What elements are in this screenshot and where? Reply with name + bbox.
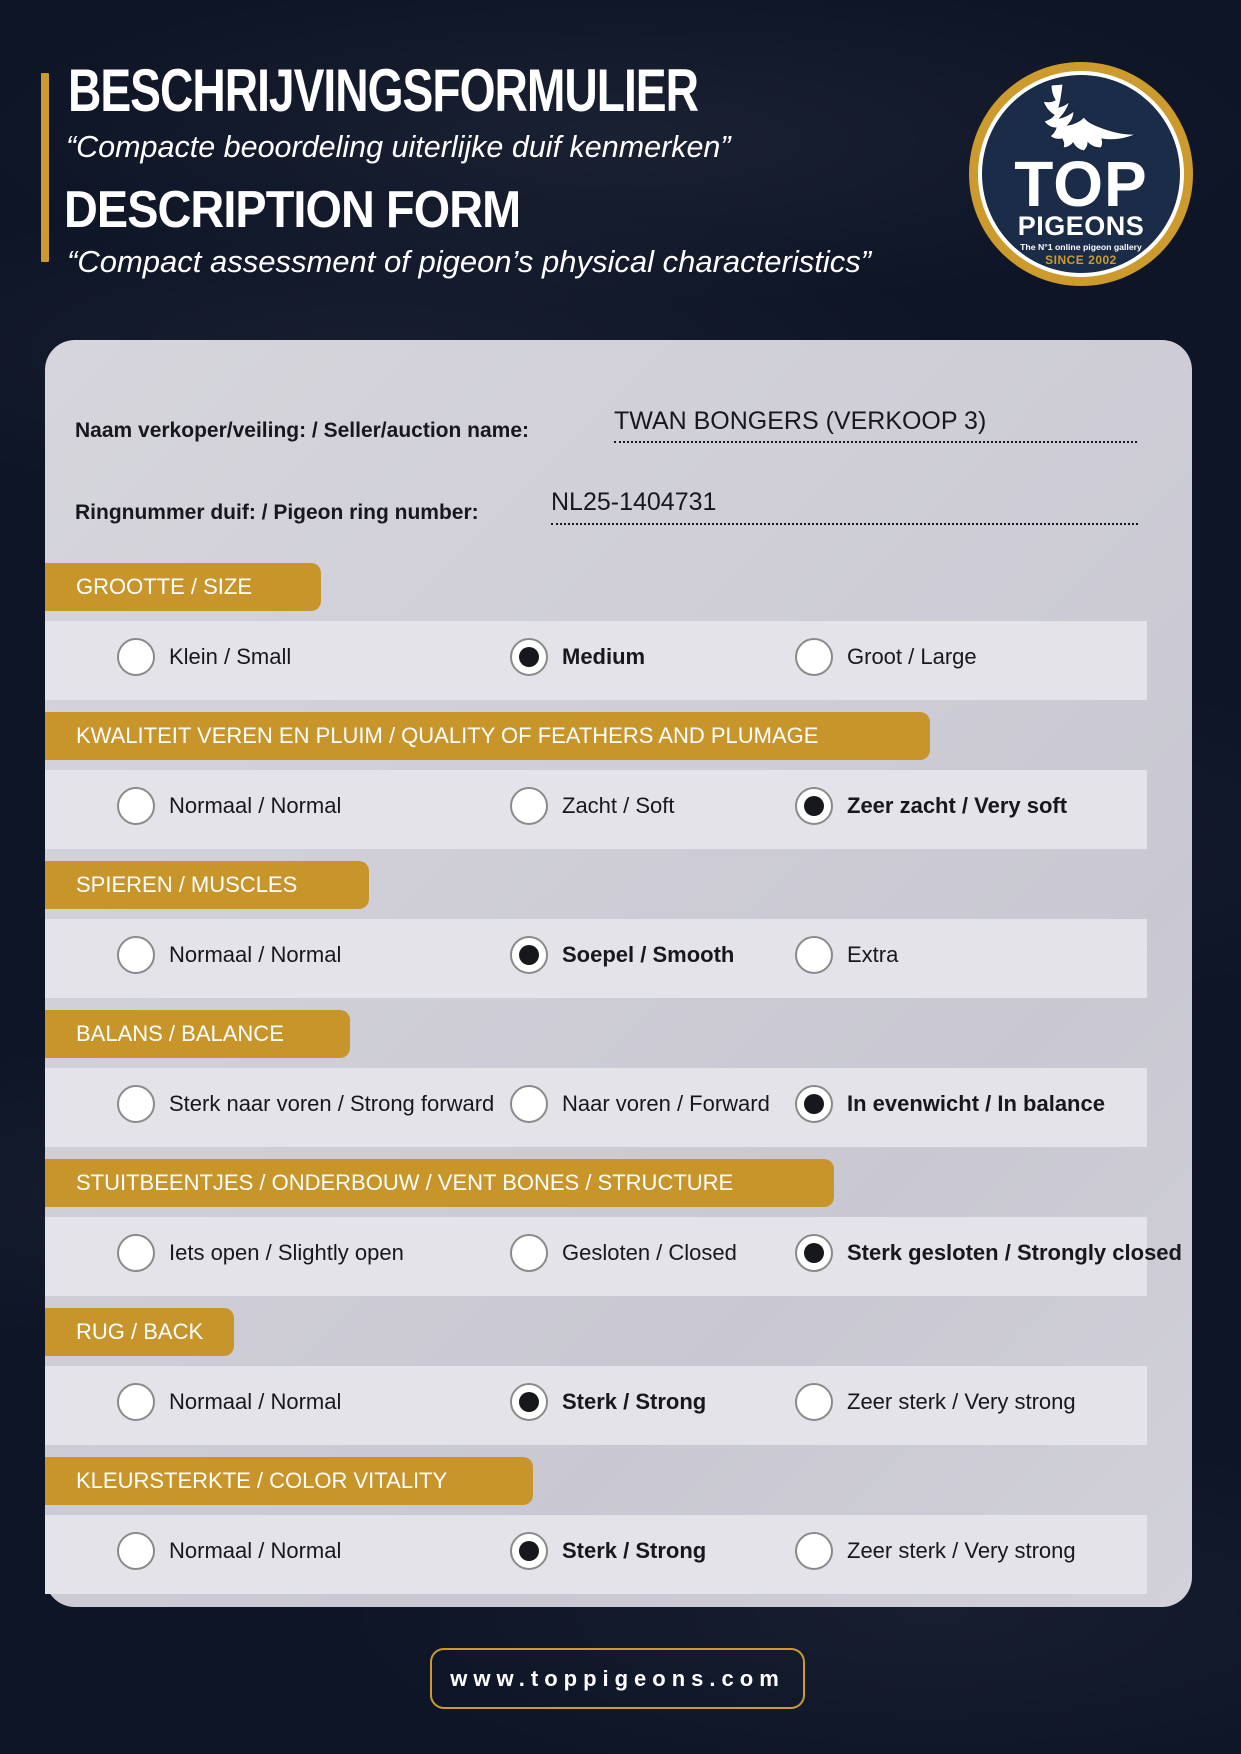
svg-text:PIGEONS: PIGEONS: [1018, 211, 1145, 241]
svg-text:The N°1 online pigeon gallery: The N°1 online pigeon gallery: [1020, 242, 1142, 252]
svg-text:TOP: TOP: [1014, 148, 1147, 220]
svg-text:SINCE 2002: SINCE 2002: [1045, 253, 1117, 267]
